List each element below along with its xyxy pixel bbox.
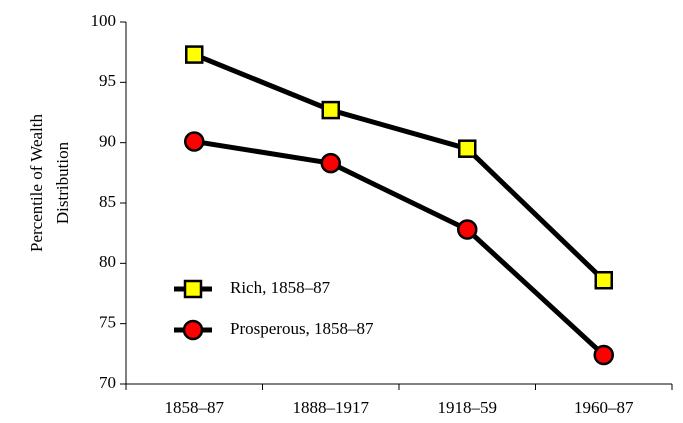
y-tick-label: 85 (99, 192, 116, 211)
y-axis-label: Percentile of Wealth (27, 113, 46, 252)
data-point (320, 152, 341, 174)
data-point (457, 219, 478, 240)
x-tick-label: 1858–87 (165, 398, 225, 417)
data-point (458, 139, 477, 158)
data-point (594, 270, 613, 290)
y-tick-label: 75 (99, 313, 116, 332)
y-tick-label: 80 (99, 252, 116, 271)
data-point (593, 344, 614, 366)
x-tick-label: 1960–87 (574, 398, 634, 417)
data-point (184, 131, 205, 152)
y-tick-label: 100 (91, 11, 117, 30)
y-axis-label: Distribution (53, 141, 72, 224)
series-line (193, 138, 606, 357)
x-tick-label: 1888–1917 (293, 398, 370, 417)
legend-label: Prosperous, 1858–87 (230, 319, 374, 338)
legend-marker (182, 319, 204, 341)
y-tick-label: 70 (99, 373, 116, 392)
series-line (193, 52, 606, 283)
legend-marker (183, 279, 203, 299)
data-point (321, 100, 340, 120)
legend-label: Rich, 1858–87 (230, 278, 331, 297)
data-point (185, 45, 204, 64)
x-tick-label: 1918–59 (438, 398, 498, 417)
y-tick-label: 95 (99, 71, 116, 90)
y-tick-label: 90 (99, 132, 116, 151)
